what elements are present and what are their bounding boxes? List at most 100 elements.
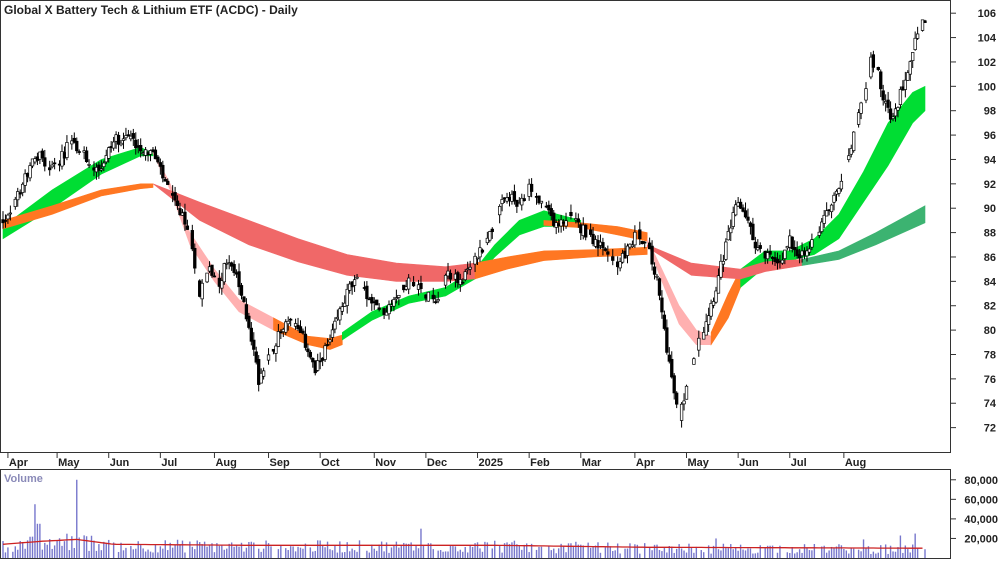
volume-label: Volume	[4, 473, 43, 485]
candle	[805, 246, 809, 262]
candle	[284, 319, 288, 335]
candle	[706, 307, 711, 332]
candle	[810, 233, 814, 251]
volume-panel: 20,000 40,000 60,000 80,000 Volume	[0, 469, 998, 559]
candle	[43, 149, 47, 172]
candle	[625, 243, 630, 264]
candle	[50, 160, 54, 169]
candle	[751, 217, 755, 241]
candle	[721, 254, 726, 273]
candle	[923, 19, 927, 23]
candle	[864, 82, 868, 104]
time-tick-label: Apr	[636, 457, 656, 469]
candle	[675, 391, 679, 409]
price-panel-border	[0, 0, 951, 453]
candle	[684, 384, 689, 400]
candle	[242, 296, 246, 303]
volume-tick-label: 20,000	[964, 533, 998, 545]
candle	[126, 129, 131, 137]
volume-tick-label: 60,000	[964, 494, 998, 506]
time-tick-label: May	[688, 457, 710, 469]
price-tick-label: 88	[984, 228, 996, 240]
price-tick-label: 94	[984, 154, 997, 166]
candle	[724, 238, 728, 261]
candle	[178, 202, 182, 216]
candle	[392, 296, 396, 312]
candle	[660, 290, 664, 319]
candle	[697, 330, 701, 357]
candle	[173, 186, 177, 206]
candle	[436, 291, 440, 304]
candle	[316, 353, 320, 372]
candle	[308, 349, 312, 360]
candle	[52, 157, 57, 170]
price-tick-label: 78	[984, 349, 996, 361]
time-tick-label: Jul	[791, 457, 807, 469]
candle	[522, 194, 526, 202]
ma-band	[273, 317, 343, 350]
time-tick-label: Aug	[845, 457, 866, 469]
candle	[261, 367, 266, 380]
price-tick-label: 106	[978, 8, 996, 20]
candle	[333, 317, 337, 334]
candle	[166, 178, 170, 185]
candle	[328, 334, 332, 346]
candle	[702, 326, 706, 340]
candle	[584, 224, 588, 241]
candle	[65, 135, 69, 161]
candle	[301, 328, 305, 335]
volume-tick-label: 40,000	[964, 514, 998, 526]
time-tick-label: Dec	[427, 457, 447, 469]
chart-title: Global X Battery Tech & Lithium ETF (ACD…	[4, 3, 298, 17]
candle	[375, 299, 379, 306]
candle	[87, 159, 91, 168]
candle	[252, 332, 256, 356]
candle	[667, 347, 671, 364]
candle	[205, 272, 209, 284]
time-tick-label: Nov	[375, 457, 397, 469]
candle	[832, 192, 836, 211]
candle	[795, 241, 799, 259]
candle	[638, 221, 642, 246]
candle	[377, 303, 381, 312]
candle	[822, 210, 826, 228]
candle	[448, 269, 453, 284]
candle	[40, 148, 44, 162]
candle	[298, 320, 303, 334]
price-axis: 72 74 76 78 80 82 84 86 88 90 92 94 96 98 100 102 104 106	[950, 8, 997, 435]
candle	[829, 203, 834, 219]
candle	[97, 161, 101, 179]
candle	[84, 146, 89, 163]
candle	[601, 237, 605, 256]
candle	[488, 230, 492, 243]
candle	[370, 293, 374, 311]
volume-average	[2, 538, 923, 549]
candle	[111, 136, 116, 151]
candle	[419, 275, 423, 294]
candle	[48, 160, 52, 176]
price-tick-label: 80	[984, 325, 996, 337]
candle	[893, 103, 898, 122]
candle	[426, 291, 430, 302]
candle	[431, 287, 435, 304]
price-tick-label: 90	[984, 203, 996, 215]
price-tick-label: 92	[984, 179, 996, 191]
candle	[311, 357, 315, 368]
candle	[330, 323, 335, 342]
candle	[859, 101, 863, 120]
candle	[121, 132, 126, 149]
time-tick-label: Apr	[9, 457, 29, 469]
candle	[765, 248, 770, 264]
candle	[394, 289, 399, 304]
candle	[588, 223, 593, 237]
candle	[768, 245, 772, 258]
candle	[134, 132, 138, 155]
candle	[731, 206, 735, 230]
time-tick-label: Jun	[739, 457, 759, 469]
candle	[463, 268, 467, 282]
candle	[711, 297, 716, 309]
candle	[411, 276, 416, 287]
candle	[352, 275, 357, 292]
candle	[618, 257, 622, 272]
candle	[461, 278, 465, 285]
